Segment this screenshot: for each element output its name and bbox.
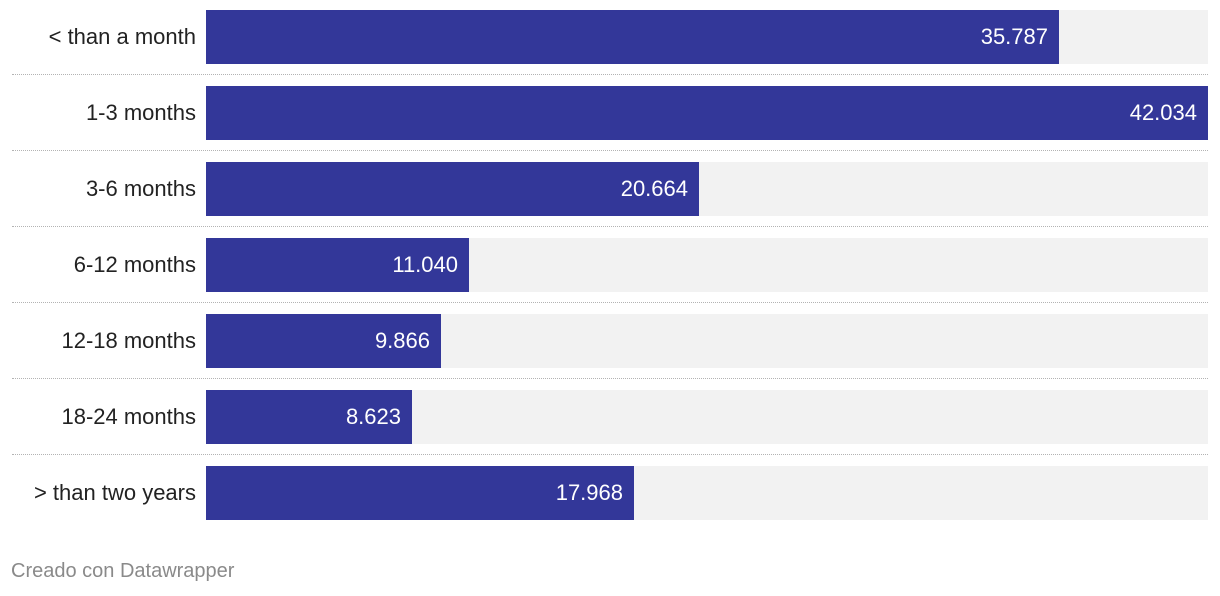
row-divider — [12, 302, 1208, 303]
credit-text[interactable]: Creado con Datawrapper — [11, 560, 235, 582]
bar[interactable]: 20.664 — [206, 162, 699, 216]
row-divider — [12, 74, 1208, 75]
category-label: 12-18 months — [61, 328, 196, 353]
bar-chart: < than a month 35.787 1-3 months 42.034 3-6 … — [0, 10, 1220, 542]
bar-row: 18-24 months 8.623 — [0, 390, 1220, 466]
bar-track: 9.866 — [206, 314, 1208, 368]
row-divider — [12, 150, 1208, 151]
value-label: 42.034 — [1129, 100, 1197, 125]
category-label: > than two years — [33, 480, 196, 505]
bar[interactable]: 9.866 — [206, 314, 441, 368]
bar-row: < than a month 35.787 — [0, 10, 1220, 86]
value-label: 8.623 — [345, 404, 401, 429]
bar-row: 12-18 months 9.866 — [0, 314, 1220, 390]
value-label: 17.968 — [555, 480, 623, 505]
value-label: 35.787 — [980, 24, 1048, 49]
value-label: 9.866 — [374, 328, 430, 353]
bar-track: 17.968 — [206, 466, 1208, 520]
bar[interactable]: 11.040 — [206, 238, 469, 292]
category-label: 1-3 months — [85, 100, 196, 125]
bar-track: 20.664 — [206, 162, 1208, 216]
bar-row: 6-12 months 11.040 — [0, 238, 1220, 314]
bar[interactable]: 8.623 — [206, 390, 412, 444]
bar-row: 3-6 months 20.664 — [0, 162, 1220, 238]
row-divider — [12, 226, 1208, 227]
bar[interactable]: 17.968 — [206, 466, 634, 520]
bar-row: > than two years 17.968 — [0, 466, 1220, 542]
category-label: < than a month — [48, 24, 196, 49]
row-divider — [12, 454, 1208, 455]
category-label: 18-24 months — [61, 404, 196, 429]
category-label: 3-6 months — [85, 176, 196, 201]
bar[interactable]: 42.034 — [206, 86, 1208, 140]
category-label: 6-12 months — [73, 252, 196, 277]
bar-track: 11.040 — [206, 238, 1208, 292]
row-divider — [12, 378, 1208, 379]
value-label: 20.664 — [620, 176, 688, 201]
bar-track: 8.623 — [206, 390, 1208, 444]
bar-track: 35.787 — [206, 10, 1208, 64]
bar-track: 42.034 — [206, 86, 1208, 140]
bar-row: 1-3 months 42.034 — [0, 86, 1220, 162]
bar[interactable]: 35.787 — [206, 10, 1059, 64]
value-label: 11.040 — [392, 252, 458, 277]
